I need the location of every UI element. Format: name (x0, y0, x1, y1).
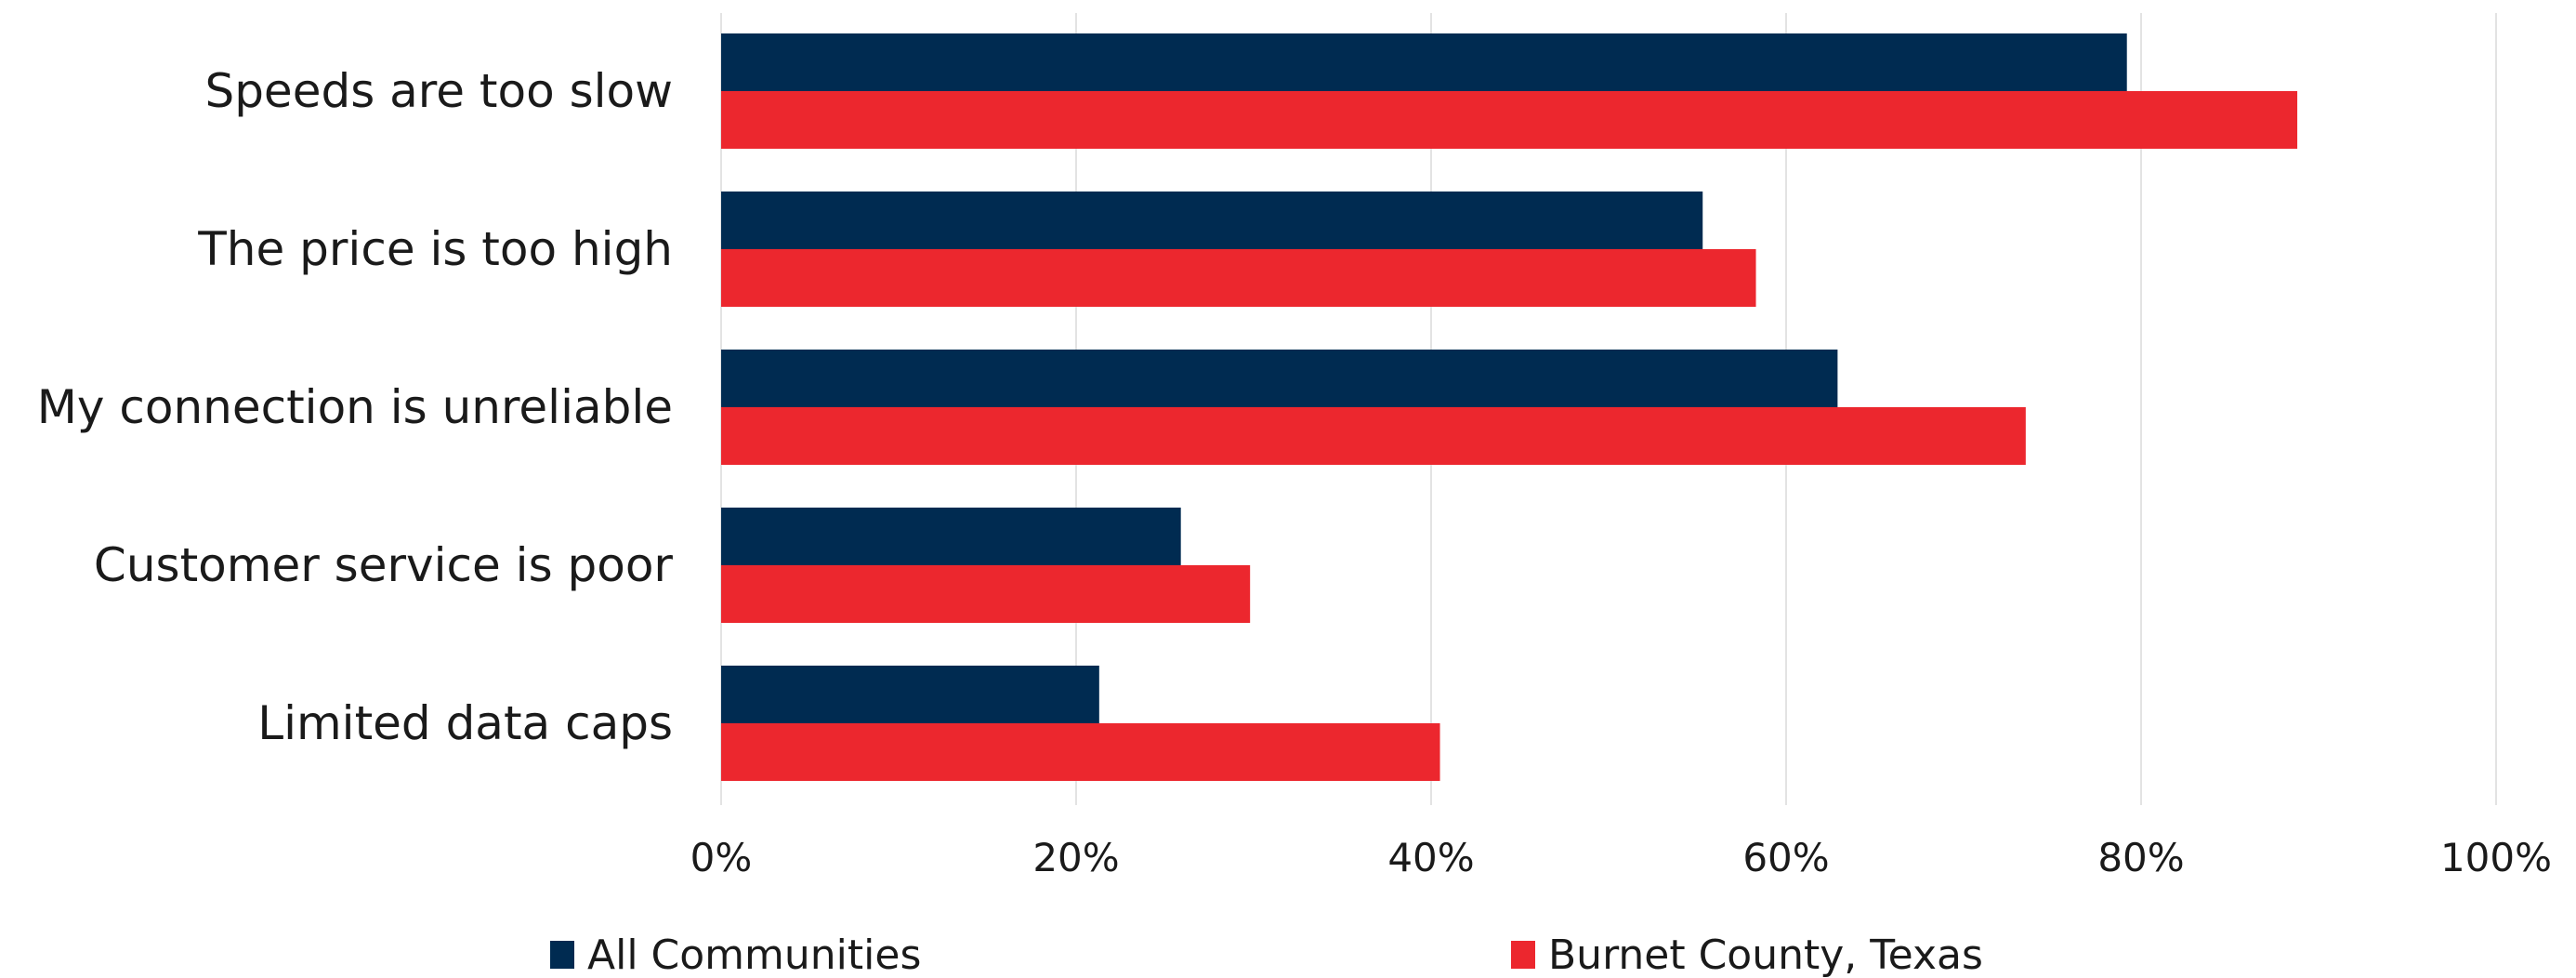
x-tick-label-3: 60% (1742, 835, 1829, 880)
category-labels: Speeds are too slow The price is too high… (37, 64, 674, 750)
legend-label-burnet-county: Burnet County, Texas (1548, 932, 1983, 978)
category-label-customer-service-is-poor: Customer service is poor (94, 538, 674, 592)
x-tick-label-5: 100% (2440, 835, 2552, 880)
bar-all-communities-my-connection-is-unreliable (721, 350, 1837, 407)
category-label-speeds-are-too-slow: Speeds are too slow (204, 64, 673, 118)
bars (721, 33, 2297, 781)
bar-burnet-county-texas-limited-data-caps (721, 723, 1440, 781)
bar-all-communities-customer-service-is-poor (721, 508, 1181, 565)
bar-all-communities-speeds-are-too-slow (721, 33, 2127, 91)
legend-swatch-all-communities (550, 941, 574, 969)
legend-label-all-communities: All Communities (587, 932, 921, 978)
legend-swatch-burnet-county (1511, 941, 1535, 969)
bar-burnet-county-texas-customer-service-is-poor (721, 565, 1250, 623)
category-label-my-connection-is-unreliable: My connection is unreliable (37, 380, 673, 434)
category-label-limited-data-caps: Limited data caps (257, 696, 673, 750)
legend: All Communities Burnet County, Texas (550, 932, 1983, 978)
x-tick-label-2: 40% (1387, 835, 1474, 880)
x-tick-label-4: 80% (2097, 835, 2184, 880)
x-tick-label-0: 0% (690, 835, 753, 880)
bar-all-communities-limited-data-caps (721, 666, 1099, 723)
bar-all-communities-the-price-is-too-high (721, 192, 1702, 249)
x-tick-label-1: 20% (1032, 835, 1119, 880)
category-label-the-price-is-too-high: The price is too high (197, 222, 673, 276)
bar-burnet-county-texas-my-connection-is-unreliable (721, 407, 2026, 465)
x-axis-ticks: 0% 20% 40% 60% 80% 100% (690, 835, 2552, 880)
bar-burnet-county-texas-speeds-are-too-slow (721, 91, 2297, 149)
bar-burnet-county-texas-the-price-is-too-high (721, 249, 1756, 307)
